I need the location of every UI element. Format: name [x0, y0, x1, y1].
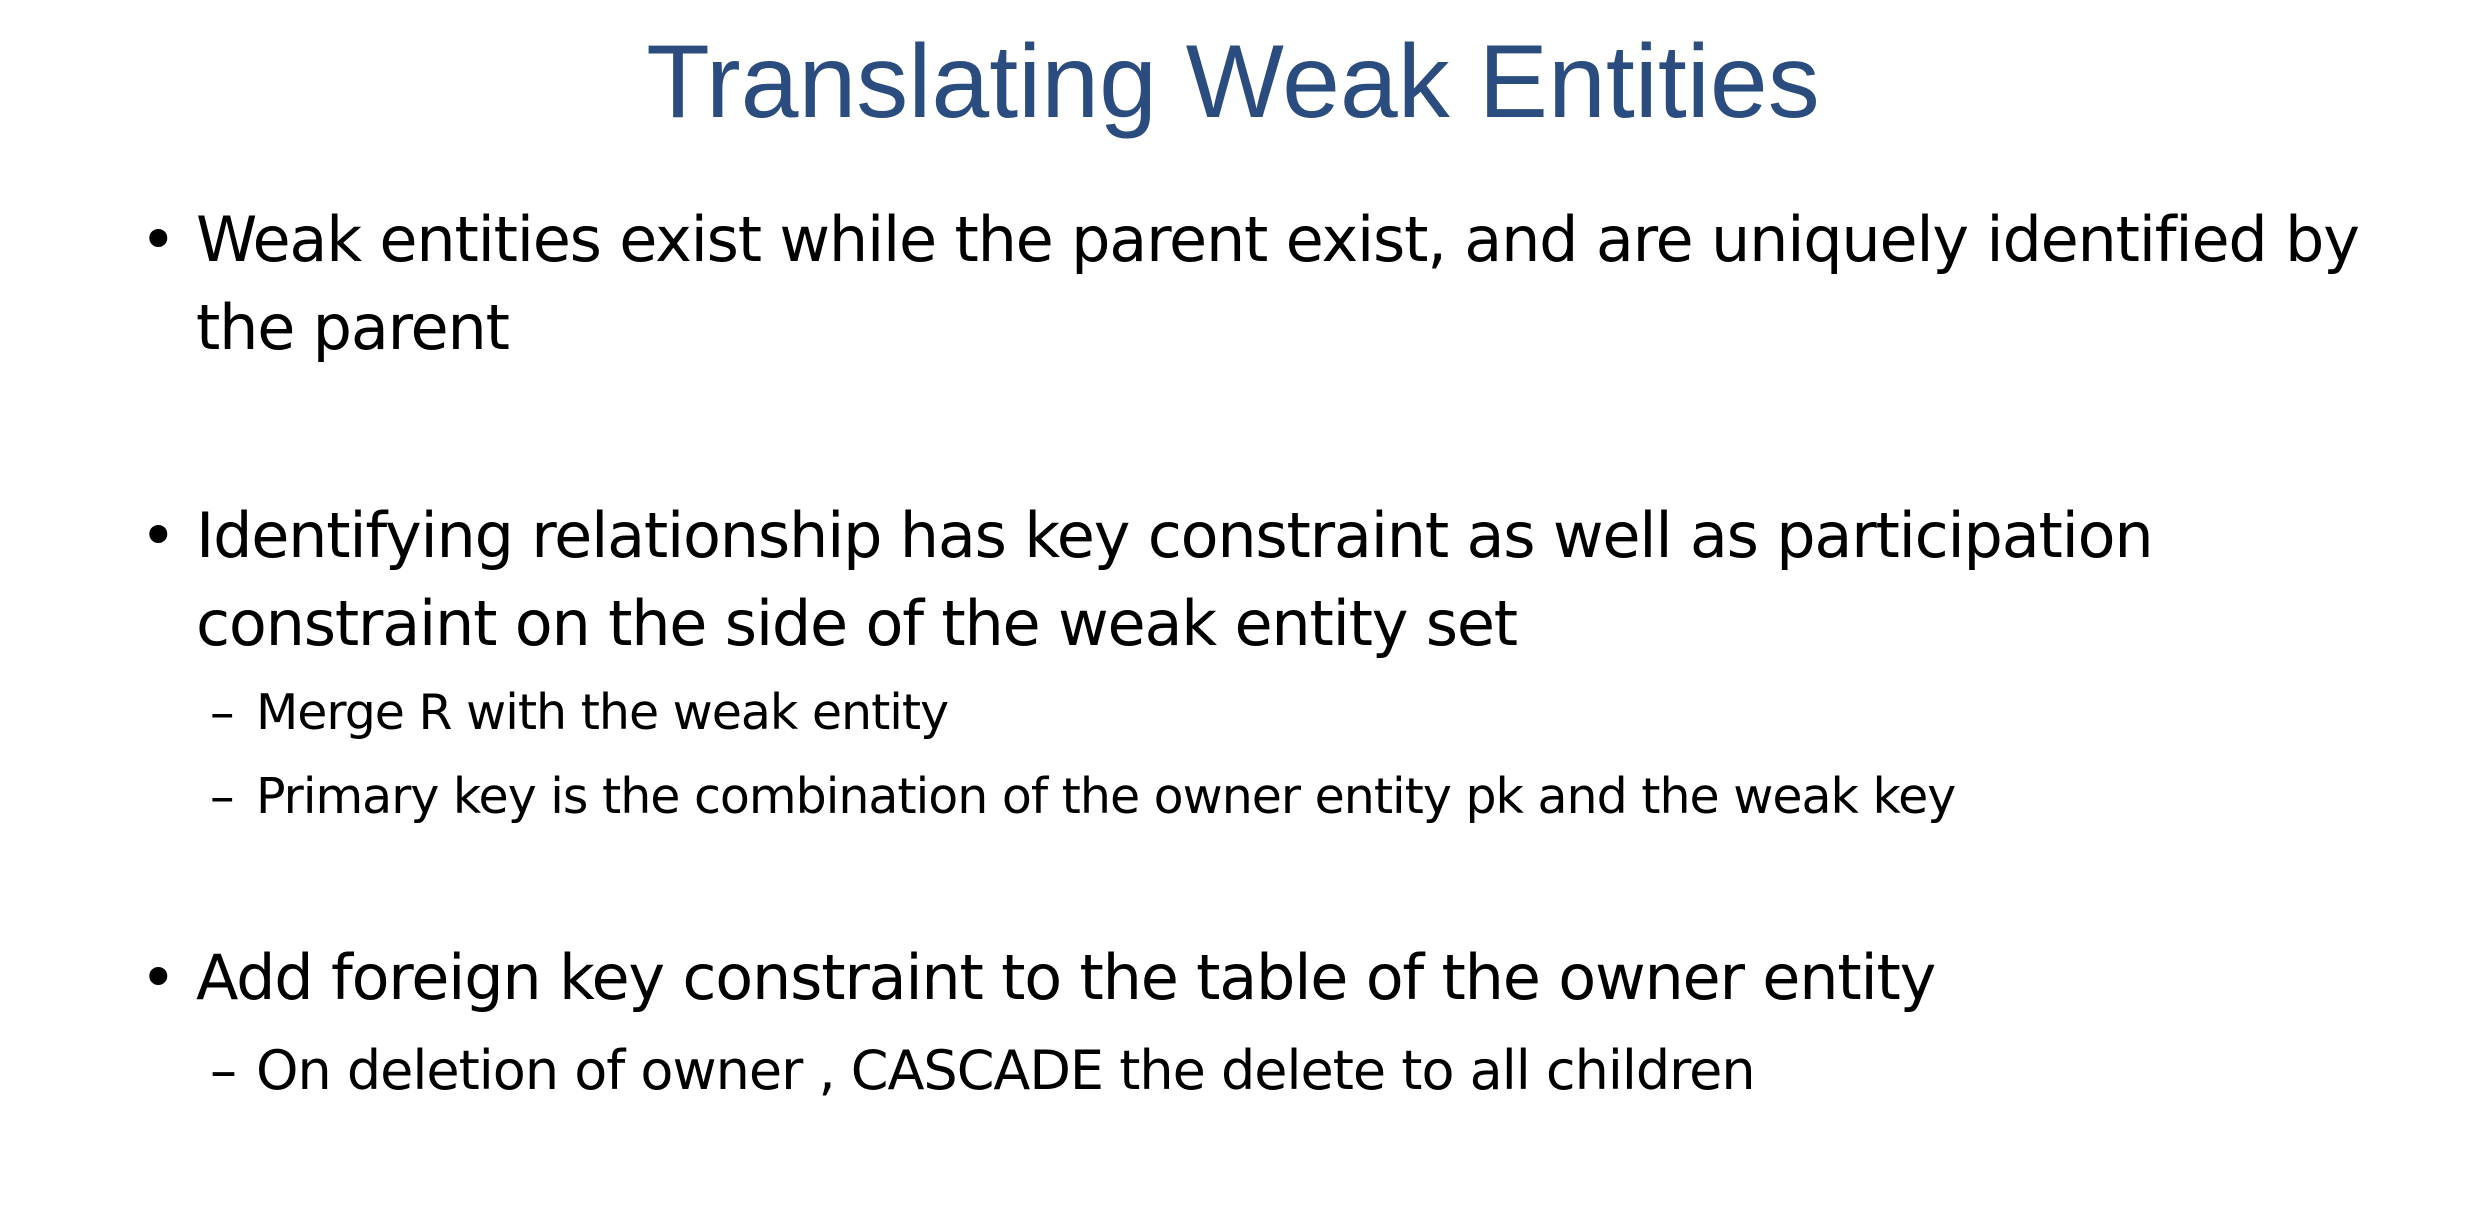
bullet-marker: •	[140, 203, 177, 276]
bullet-item: • Identifying relationship has key const…	[140, 492, 2380, 668]
sub-item: – Merge R with the weak entity	[210, 680, 2360, 746]
slide-title: Translating Weak Entities	[646, 24, 1820, 140]
sub-item: – On deletion of owner , CASCADE the del…	[210, 1036, 2360, 1106]
sub-marker: –	[210, 1039, 237, 1102]
sub-item: – Primary key is the combination of the …	[210, 764, 2360, 830]
sub-marker: –	[210, 768, 234, 825]
sub-text: Primary key is the combination of the ow…	[256, 768, 1956, 825]
bullet-marker: •	[140, 941, 177, 1014]
bullet-item: • Weak entities exist while the parent e…	[140, 196, 2380, 372]
bullet-text: Weak entities exist while the parent exi…	[196, 203, 2360, 364]
sub-text: Merge R with the weak entity	[256, 684, 949, 741]
sub-marker: –	[210, 684, 234, 741]
sub-text: On deletion of owner , CASCADE the delet…	[256, 1039, 1756, 1102]
bullet-marker: •	[140, 499, 177, 572]
bullet-text: Identifying relationship has key constra…	[196, 499, 2154, 660]
bullet-text: Add foreign key constraint to the table …	[196, 941, 1936, 1014]
bullet-item: • Add foreign key constraint to the tabl…	[140, 934, 2380, 1022]
